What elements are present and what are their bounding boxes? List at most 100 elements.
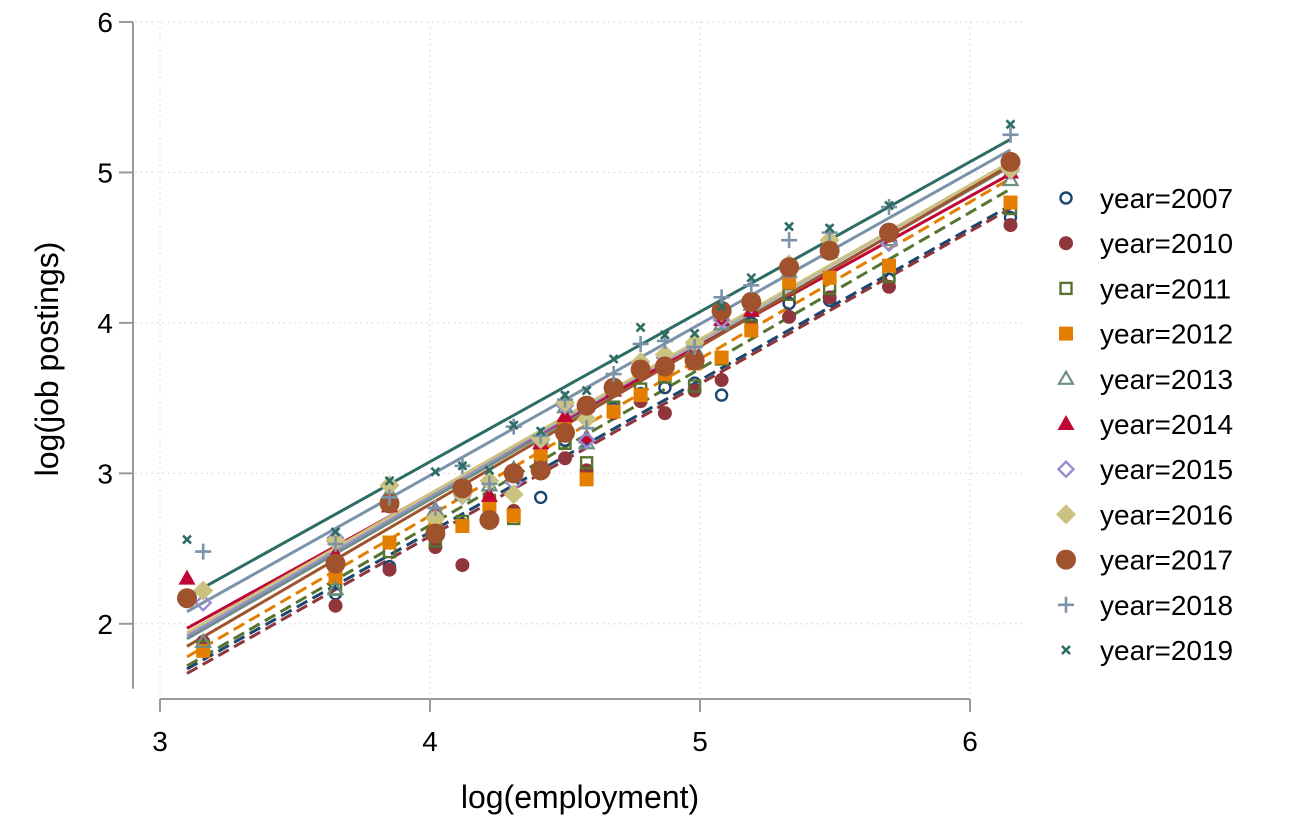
data-point — [535, 426, 546, 437]
data-point — [784, 221, 795, 232]
legend: year=2007 year=2010 year=2011 year=2012 year… — [1056, 183, 1233, 666]
legend-label: year=2011 — [1100, 273, 1231, 304]
data-point — [579, 456, 594, 470]
data-point — [484, 465, 495, 476]
data-point — [327, 536, 344, 553]
data-point — [684, 350, 705, 371]
data-point — [630, 359, 651, 380]
data-point — [1005, 119, 1016, 130]
legend-marker — [1059, 191, 1073, 205]
legend-marker — [1058, 596, 1074, 613]
data-point — [481, 475, 498, 492]
data-point — [384, 475, 395, 486]
fit-line — [186, 187, 1012, 668]
data-point — [534, 490, 548, 505]
legend-marker — [1056, 460, 1076, 479]
data-point — [452, 478, 473, 499]
data-point — [686, 338, 703, 355]
data-point — [782, 309, 797, 324]
legend-label: year=2016 — [1100, 499, 1233, 530]
data-point — [879, 222, 899, 243]
x-tick-label: 3 — [152, 726, 168, 757]
data-point — [1002, 126, 1019, 143]
data-point — [381, 489, 398, 506]
data-point — [711, 300, 732, 321]
data-point — [193, 580, 214, 601]
fit-line — [186, 207, 1012, 675]
legend-marker — [1056, 504, 1076, 525]
legend-label: year=2010 — [1100, 228, 1233, 259]
fit-line — [186, 163, 1012, 648]
data-point — [603, 377, 624, 398]
data-point — [326, 579, 345, 596]
x-axis: 3 4 5 6 — [152, 698, 978, 757]
y-axis-title: log(job postings) — [29, 242, 65, 477]
legend-marker — [1059, 236, 1073, 251]
data-point — [560, 390, 570, 401]
data-point — [427, 499, 444, 516]
data-point — [479, 509, 500, 530]
data-point — [555, 422, 575, 443]
legend-marker — [1057, 415, 1075, 430]
data-point — [882, 279, 896, 294]
legend-marker — [1059, 326, 1073, 341]
y-tick-label: 2 — [97, 609, 113, 640]
data-point — [195, 543, 212, 560]
data-point — [1003, 195, 1018, 210]
y-axis: 2 3 4 5 6 — [97, 7, 134, 689]
legend-label: year=2015 — [1100, 454, 1233, 485]
y-tick-label: 4 — [97, 308, 113, 339]
data-point — [382, 562, 397, 577]
data-point — [633, 388, 648, 403]
x-tick-label: 5 — [692, 726, 708, 757]
data-point — [741, 291, 762, 312]
data-point — [578, 420, 595, 437]
data-point — [713, 289, 730, 306]
data-point — [382, 535, 397, 550]
y-tick-label: 3 — [97, 458, 113, 489]
data-point — [824, 223, 835, 234]
data-point — [781, 232, 798, 249]
data-point — [744, 323, 759, 338]
data-point — [425, 523, 446, 544]
fit-line — [186, 160, 1012, 635]
data-point — [632, 335, 649, 352]
x-tick-label: 4 — [422, 726, 438, 757]
data-points — [177, 119, 1021, 658]
data-point — [455, 558, 470, 573]
fit-line — [186, 172, 1012, 630]
legend-label: year=2019 — [1100, 635, 1233, 666]
data-point — [480, 486, 498, 502]
fit-line — [186, 138, 1012, 599]
legend-label: year=2007 — [1100, 183, 1233, 214]
data-point — [379, 475, 400, 496]
data-point — [822, 270, 837, 285]
x-axis-title: log(employment) — [461, 779, 699, 815]
data-point — [1000, 151, 1021, 172]
data-point — [194, 632, 213, 648]
data-point — [425, 508, 446, 529]
y-tick-label: 6 — [97, 7, 113, 38]
data-point — [882, 258, 896, 273]
legend-label: year=2013 — [1100, 364, 1233, 395]
y-tick-label: 5 — [97, 157, 113, 188]
legend-label: year=2014 — [1100, 409, 1233, 440]
data-point — [455, 518, 470, 533]
data-point — [177, 588, 197, 609]
data-point — [579, 472, 594, 487]
data-point — [178, 569, 196, 585]
data-point — [581, 385, 592, 396]
legend-label: year=2018 — [1100, 590, 1233, 621]
data-point — [782, 296, 796, 311]
data-point — [714, 350, 729, 365]
data-point — [689, 328, 700, 339]
data-point — [782, 275, 797, 290]
data-point — [716, 301, 727, 312]
data-point — [743, 277, 760, 294]
data-point — [182, 534, 192, 545]
data-point — [819, 240, 840, 261]
data-point — [530, 460, 551, 481]
data-point — [328, 598, 343, 613]
data-point — [779, 257, 800, 278]
